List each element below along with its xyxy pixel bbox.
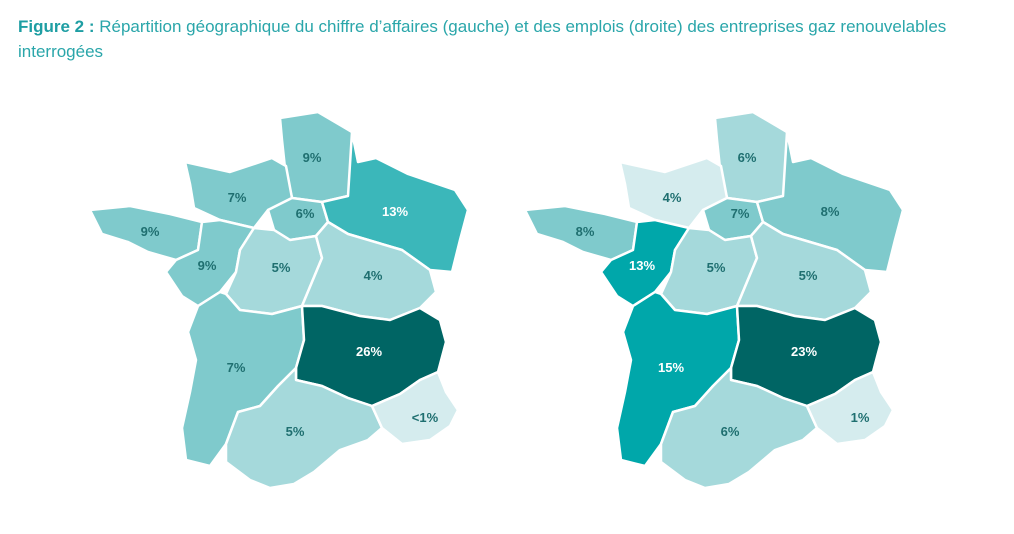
label-nouvelle-aquitaine: 7% [227, 360, 246, 375]
label-grand-est: 8% [821, 204, 840, 219]
label-auvergne-rhone-alpes: 26% [356, 344, 382, 359]
label-hauts-de-france: 9% [303, 150, 322, 165]
label-paca: <1% [412, 410, 439, 425]
region-paca [370, 370, 460, 446]
label-ile-de-france: 6% [296, 206, 315, 221]
region-paca [805, 370, 895, 446]
figure-caption-lead: Figure 2 : [18, 17, 95, 36]
label-nouvelle-aquitaine: 15% [658, 360, 684, 375]
label-ile-de-france: 7% [731, 206, 750, 221]
label-bretagne: 9% [141, 224, 160, 239]
map-jobs: 6% 4% 7% 8% 8% 13% 5% 5% 15% 23% 6% 1% [525, 110, 905, 490]
label-centre-val-de-loire: 5% [707, 260, 726, 275]
label-grand-est: 13% [382, 204, 408, 219]
label-bretagne: 8% [576, 224, 595, 239]
region-occitanie [224, 366, 384, 490]
label-bourgogne-franche-comte: 5% [799, 268, 818, 283]
figure-caption: Figure 2 : Répartition géographique du c… [18, 14, 998, 64]
label-bourgogne-franche-comte: 4% [364, 268, 383, 283]
label-centre-val-de-loire: 5% [272, 260, 291, 275]
label-occitanie: 6% [721, 424, 740, 439]
label-pays-de-la-loire: 13% [629, 258, 655, 273]
label-auvergne-rhone-alpes: 23% [791, 344, 817, 359]
label-hauts-de-france: 6% [738, 150, 757, 165]
label-normandie: 7% [228, 190, 247, 205]
label-normandie: 4% [663, 190, 682, 205]
label-pays-de-la-loire: 9% [198, 258, 217, 273]
map-revenue: 9% 7% 6% 13% 9% 9% 5% 4% 7% 26% 5% <1% [90, 110, 470, 490]
figure-caption-text: Répartition géographique du chiffre d’af… [18, 17, 947, 61]
label-occitanie: 5% [286, 424, 305, 439]
region-occitanie [659, 366, 819, 490]
label-paca: 1% [851, 410, 870, 425]
